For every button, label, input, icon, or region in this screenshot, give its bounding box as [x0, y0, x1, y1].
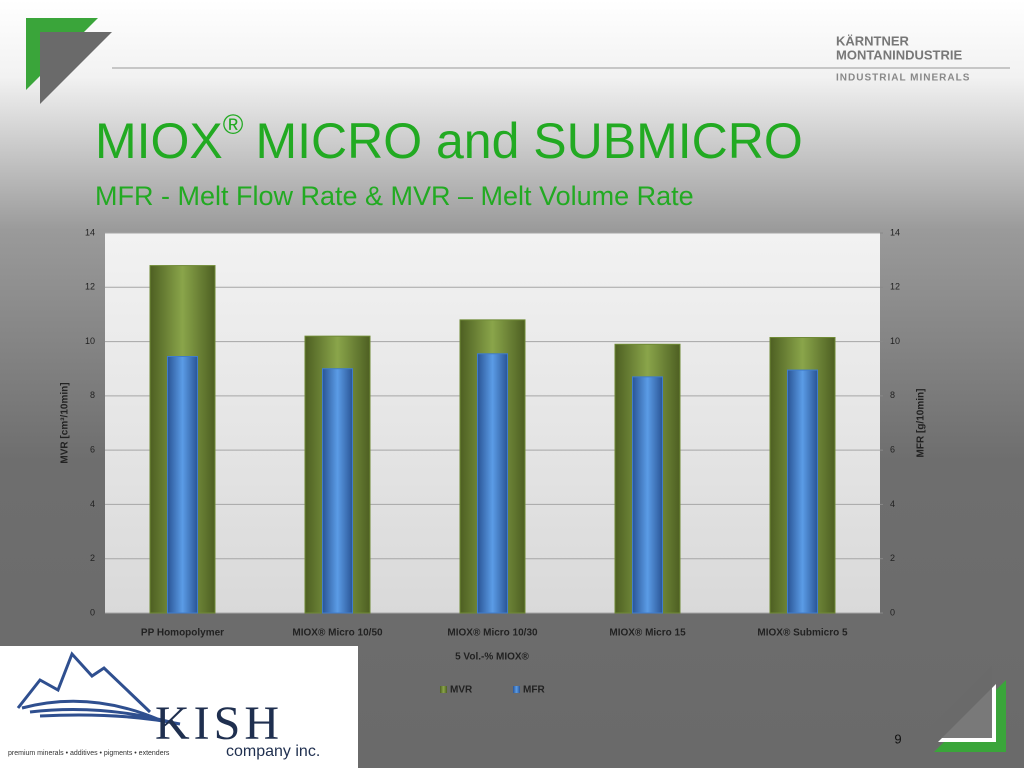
title-part: MICRO and SUBMICRO: [255, 113, 802, 169]
y2-tick-label: 14: [890, 227, 900, 237]
logo-tagline: premium minerals • additives • pigments …: [8, 750, 170, 757]
legend-swatch: [513, 686, 520, 693]
logo-mountains: [16, 651, 181, 726]
logo-name: KISH: [155, 697, 283, 750]
y2-tick-label: 2: [890, 553, 895, 563]
page-number: 9: [894, 731, 901, 746]
y-tick-label: 2: [90, 553, 95, 563]
x-tick-label: MIOX® Micro 10/50: [292, 628, 383, 639]
title-part: MIOX: [95, 113, 223, 169]
brand-line: KÄRNTNER: [836, 33, 910, 48]
corner-gray: [40, 32, 112, 104]
y2-tick-label: 6: [890, 445, 895, 455]
y-tick-label: 12: [85, 282, 95, 292]
y-tick-label: 10: [85, 336, 95, 346]
x-tick-label: PP Homopolymer: [141, 628, 224, 639]
legend-label: MFR: [523, 685, 545, 696]
bar: [167, 356, 198, 614]
y2-tick-label: 4: [890, 499, 895, 509]
y2-tick-label: 0: [890, 607, 895, 617]
corner-gray: [920, 666, 992, 738]
bar: [322, 368, 353, 614]
x-tick-label: MIOX® Micro 15: [609, 628, 686, 639]
kish-logo: KISH company inc. premium minerals • add…: [0, 646, 358, 768]
bar: [632, 376, 663, 614]
logo-box: [0, 646, 358, 768]
x-tick-label: MIOX® Micro 10/30: [447, 628, 538, 639]
y2-tick-label: 8: [890, 390, 895, 400]
y2-tick-label: 12: [890, 282, 900, 292]
title: MIOX® MICRO and SUBMICRO: [95, 109, 803, 169]
y-tick-label: 8: [90, 390, 95, 400]
x-tick-label: MIOX® Submicro 5: [757, 628, 848, 639]
x-axis-label: 5 Vol.-% MIOX®: [455, 652, 529, 663]
y2-axis-label: MFR [g/10min]: [916, 389, 927, 458]
subtitle: MFR - Melt Flow Rate & MVR – Melt Volume…: [95, 181, 694, 211]
legend-label: MVR: [450, 685, 473, 696]
brand-line: INDUSTRIAL MINERALS: [836, 73, 970, 84]
bar: [787, 369, 818, 614]
bar: [477, 353, 508, 614]
legend-swatch: [440, 686, 447, 693]
y2-tick-label: 10: [890, 336, 900, 346]
y-tick-label: 6: [90, 445, 95, 455]
logo-suffix: company inc.: [226, 743, 320, 760]
brand-line: MONTANINDUSTRIE: [836, 47, 962, 62]
y-tick-label: 4: [90, 499, 95, 509]
title-part: ®: [223, 109, 244, 140]
y-tick-label: 0: [90, 607, 95, 617]
y-tick-label: 14: [85, 227, 95, 237]
y-axis-label: MVR [cm³/10min]: [60, 382, 71, 463]
